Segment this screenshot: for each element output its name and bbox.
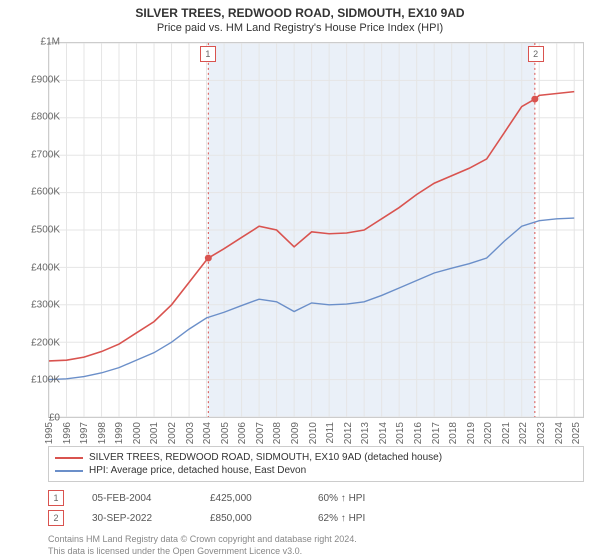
legend-row-series1: SILVER TREES, REDWOOD ROAD, SIDMOUTH, EX…: [55, 451, 577, 464]
sale-marker-chart-2: 2: [528, 46, 544, 62]
copyright-line2: This data is licensed under the Open Gov…: [48, 546, 584, 558]
sale-delta-1: 60% ↑ HPI: [318, 493, 365, 504]
xtick-label: 2006: [237, 422, 248, 444]
plot-wrap: 1 2: [48, 42, 584, 418]
legend-label-series2: HPI: Average price, detached house, East…: [89, 465, 306, 476]
sale-marker-1: 1: [48, 490, 64, 506]
xtick-label: 2013: [360, 422, 371, 444]
ytick-label: £1M: [16, 37, 60, 48]
sales-row-2: 2 30-SEP-2022 £850,000 62% ↑ HPI: [48, 508, 584, 528]
sale-marker-chart-1: 1: [200, 46, 216, 62]
xtick-label: 2017: [431, 422, 442, 444]
xtick-label: 2025: [571, 422, 582, 444]
chart-footer: SILVER TREES, REDWOOD ROAD, SIDMOUTH, EX…: [48, 446, 584, 557]
legend-box: SILVER TREES, REDWOOD ROAD, SIDMOUTH, EX…: [48, 446, 584, 482]
xtick-label: 2008: [272, 422, 283, 444]
ytick-label: £500K: [16, 225, 60, 236]
chart-subtitle: Price paid vs. HM Land Registry's House …: [0, 22, 600, 34]
chart-title: SILVER TREES, REDWOOD ROAD, SIDMOUTH, EX…: [0, 6, 600, 20]
xtick-label: 2010: [308, 422, 319, 444]
xtick-label: 2022: [518, 422, 529, 444]
xtick-label: 2021: [501, 422, 512, 444]
xtick-label: 2015: [395, 422, 406, 444]
xtick-label: 1998: [97, 422, 108, 444]
xtick-label: 2011: [325, 422, 336, 444]
xtick-label: 2019: [466, 422, 477, 444]
sales-row-1: 1 05-FEB-2004 £425,000 60% ↑ HPI: [48, 488, 584, 508]
chart-container: SILVER TREES, REDWOOD ROAD, SIDMOUTH, EX…: [0, 0, 600, 560]
legend-label-series1: SILVER TREES, REDWOOD ROAD, SIDMOUTH, EX…: [89, 452, 442, 463]
xtick-label: 2000: [132, 422, 143, 444]
sale-price-1: £425,000: [210, 493, 290, 504]
legend-swatch-series2: [55, 470, 83, 472]
xtick-label: 2016: [413, 422, 424, 444]
ytick-label: £600K: [16, 187, 60, 198]
sale-date-2: 30-SEP-2022: [92, 513, 182, 524]
xtick-label: 2023: [536, 422, 547, 444]
xtick-label: 1997: [79, 422, 90, 444]
sale-date-1: 05-FEB-2004: [92, 493, 182, 504]
xtick-label: 2003: [185, 422, 196, 444]
sales-table: 1 05-FEB-2004 £425,000 60% ↑ HPI 2 30-SE…: [48, 488, 584, 528]
xtick-label: 2004: [202, 422, 213, 444]
xtick-label: 1996: [62, 422, 73, 444]
xtick-label: 2002: [167, 422, 178, 444]
ytick-label: £700K: [16, 149, 60, 160]
copyright-line1: Contains HM Land Registry data © Crown c…: [48, 534, 584, 546]
chart-titles: SILVER TREES, REDWOOD ROAD, SIDMOUTH, EX…: [0, 0, 600, 34]
copyright: Contains HM Land Registry data © Crown c…: [48, 534, 584, 557]
ytick-label: £900K: [16, 74, 60, 85]
sale-marker-2: 2: [48, 510, 64, 526]
ytick-label: £200K: [16, 337, 60, 348]
xtick-label: 2020: [483, 422, 494, 444]
legend-row-series2: HPI: Average price, detached house, East…: [55, 464, 577, 477]
plot-area: [48, 42, 584, 418]
xtick-label: 2009: [290, 422, 301, 444]
sale-price-2: £850,000: [210, 513, 290, 524]
xtick-label: 2001: [149, 422, 160, 444]
xtick-label: 1995: [44, 422, 55, 444]
sale-delta-2: 62% ↑ HPI: [318, 513, 365, 524]
legend-swatch-series1: [55, 457, 83, 459]
xtick-label: 2005: [220, 422, 231, 444]
ytick-label: £100K: [16, 375, 60, 386]
ytick-label: £800K: [16, 112, 60, 123]
ytick-label: £400K: [16, 262, 60, 273]
xtick-label: 2014: [378, 422, 389, 444]
xtick-label: 2007: [255, 422, 266, 444]
xtick-label: 2012: [343, 422, 354, 444]
xtick-label: 2024: [554, 422, 565, 444]
xtick-label: 2018: [448, 422, 459, 444]
xtick-label: 1999: [114, 422, 125, 444]
ytick-label: £300K: [16, 300, 60, 311]
